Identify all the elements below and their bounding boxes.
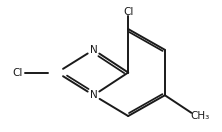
Text: Cl: Cl [12, 68, 22, 77]
Text: Cl: Cl [123, 7, 133, 17]
Text: CH₃: CH₃ [191, 111, 210, 121]
Text: N: N [90, 45, 97, 55]
Text: N: N [90, 90, 97, 100]
